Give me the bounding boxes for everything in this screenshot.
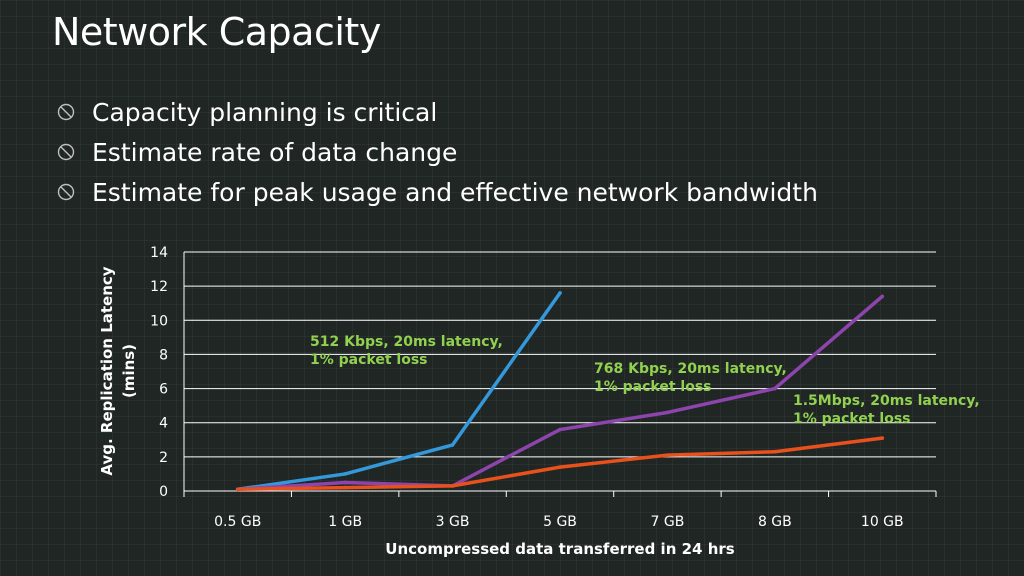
y-tick-label: 4 (159, 416, 168, 432)
series-line-2 (235, 294, 885, 492)
data-point (235, 487, 240, 492)
annotation-line: 768 Kbps, 20ms latency, (594, 361, 787, 377)
bullet-item: Estimate for peak usage and effective ne… (56, 172, 818, 212)
x-tick-label: 1 GB (328, 514, 362, 530)
annotation-line: 1% packet loss (793, 411, 911, 427)
bullet-text: Estimate rate of data change (92, 137, 458, 167)
bullet-item: Capacity planning is critical (56, 92, 818, 132)
no-entry-circle-icon (57, 103, 75, 121)
annotation-line: 1% packet loss (310, 352, 428, 368)
data-point (665, 410, 670, 415)
annotation-line: 512 Kbps, 20ms latency, (310, 334, 503, 350)
no-entry-circle-icon (57, 143, 75, 161)
y-axis-label: Avg. Replication Latency (mins) (98, 266, 138, 475)
y-tick-label: 10 (150, 313, 168, 329)
y-tick-label: 2 (159, 450, 168, 466)
y-tick-label: 0 (159, 484, 168, 500)
bullet-text: Estimate for peak usage and effective ne… (92, 177, 818, 207)
x-tick-label: 7 GB (651, 514, 685, 530)
data-point (773, 386, 777, 391)
slide-title: Network Capacity (52, 10, 381, 54)
y-axis-label-line: (mins) (120, 344, 138, 398)
annotation-line: 1.5Mbps, 20ms latency, (793, 393, 980, 409)
data-point (558, 465, 562, 469)
data-point (665, 453, 670, 457)
data-point (880, 436, 885, 440)
data-point (558, 291, 562, 295)
x-tick-label: 3 GB (436, 514, 470, 530)
bullet-list: Capacity planning is critical Estimate r… (56, 92, 818, 212)
x-tick-label: 8 GB (758, 514, 792, 530)
y-axis-label-line: Avg. Replication Latency (98, 266, 116, 475)
y-tick-label: 14 (150, 245, 168, 261)
data-point (343, 485, 347, 490)
x-tick-label: 10 GB (861, 514, 904, 530)
x-tick-label: 0.5 GB (214, 514, 261, 530)
series-annotation-1: 512 Kbps, 20ms latency, 1% packet loss (310, 334, 503, 368)
bullet-item: Estimate rate of data change (56, 132, 818, 172)
data-point (773, 449, 777, 454)
y-tick-label: 6 (159, 382, 168, 398)
y-tick-label: 8 (159, 347, 168, 363)
data-point (450, 443, 455, 447)
data-point (343, 480, 347, 485)
data-point (450, 484, 455, 488)
data-point (343, 472, 347, 476)
bullet-text: Capacity planning is critical (92, 97, 438, 127)
series-line-1 (235, 291, 562, 492)
annotation-line: 1% packet loss (594, 379, 712, 395)
series-annotation-3: 1.5Mbps, 20ms latency, 1% packet loss (793, 393, 980, 427)
series-annotation-2: 768 Kbps, 20ms latency, 1% packet loss (594, 361, 787, 395)
x-tick-label: 5 GB (543, 514, 577, 530)
y-tick-label: 12 (150, 279, 168, 295)
data-point (558, 427, 562, 432)
x-axis-label: Uncompressed data transferred in 24 hrs (385, 540, 734, 558)
data-point (880, 294, 885, 299)
no-entry-circle-icon (57, 183, 75, 201)
